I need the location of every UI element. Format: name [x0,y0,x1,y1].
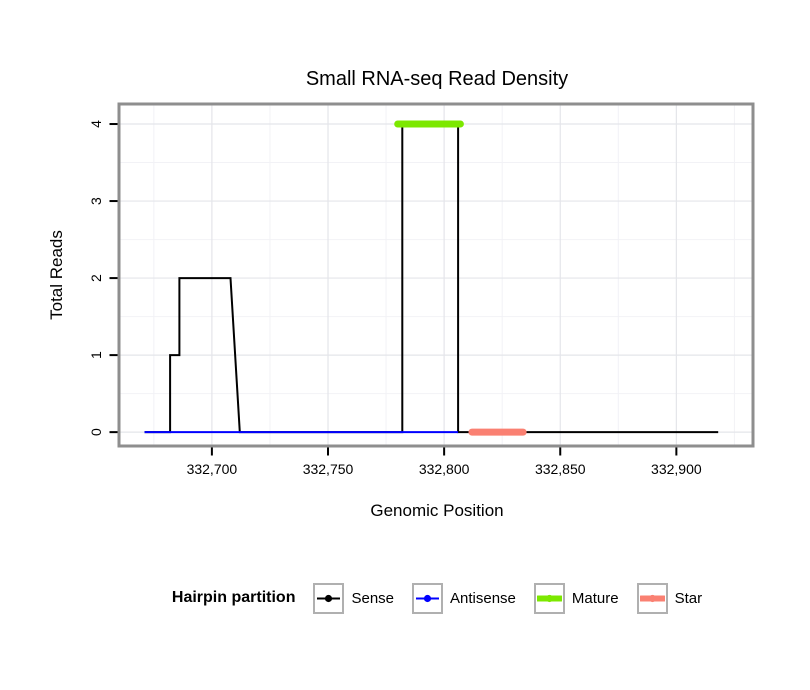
legend-item-star: Star [636,582,703,614]
legend-point [325,594,333,602]
legend-key-mature [533,582,565,614]
legend-key-star [636,582,668,614]
y-tick-label: 4 [88,120,104,128]
y-tick-label: 0 [88,428,104,436]
x-tick-label: 332,900 [651,461,702,477]
y-tick-label: 2 [88,274,104,282]
y-tick-label: 1 [88,351,104,359]
legend-label-star: Star [674,589,703,607]
legend-item-sense: Sense [313,582,395,614]
legend-key-glyph-star [639,594,665,602]
legend-item-antisense: Antisense [412,582,516,614]
plot-canvas: 332,700 332,750 332,800 332,850 332,900 0 1 2 3 4 [88,102,755,477]
legend-point [648,594,656,602]
legend-key-sense [313,582,345,614]
y-axis-label: Total Reads [47,230,66,320]
legend-label-antisense: Antisense [450,589,516,607]
x-tick-label: 332,850 [535,461,586,477]
x-tick-label: 332,800 [419,461,470,477]
plot-panel [119,104,753,446]
y-tick-label: 3 [88,197,104,205]
chart-legend: Hairpin partition Sense Antisense Mature St… [119,580,755,616]
legend-point [423,594,432,602]
legend-label-sense: Sense [351,589,395,607]
legend-title: Hairpin partition [171,589,296,606]
legend-key-glyph-mature [536,594,562,602]
legend-label-mature: Mature [571,589,619,607]
legend-key-antisense [412,582,444,614]
chart-title: Small RNA-seq Read Density [305,68,569,90]
panel-border [117,102,755,448]
legend-key-glyph-sense [317,594,341,602]
legend-point [545,594,553,602]
series-sense-line [144,123,719,434]
legend-item-mature: Mature [533,582,619,614]
x-tick-label: 332,700 [187,461,238,477]
legend-key-glyph-antisense [416,594,440,602]
x-tick-label: 332,750 [303,461,354,477]
x-axis-label: Genomic Position [370,501,504,520]
